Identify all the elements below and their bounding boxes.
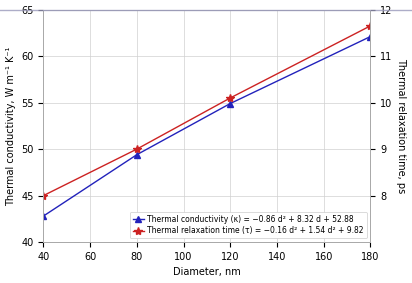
Thermal relaxation time (τ) = −0.16 d² + 1.54 d² + 9.82: [228, 96, 233, 100]
Y-axis label: Thermal conductivity, W m⁻¹ K⁻¹: Thermal conductivity, W m⁻¹ K⁻¹: [5, 46, 16, 205]
Thermal conductivity (κ) = −0.86 d² + 8.32 d + 52.88: [368, 35, 373, 38]
Thermal relaxation time (τ) = −0.16 d² + 1.54 d² + 9.82: [368, 24, 373, 27]
Thermal conductivity (κ) = −0.86 d² + 8.32 d + 52.88: [41, 215, 46, 218]
Thermal conductivity (κ) = −0.86 d² + 8.32 d + 52.88: [134, 153, 139, 156]
Line: Thermal conductivity (κ) = −0.86 d² + 8.32 d + 52.88: Thermal conductivity (κ) = −0.86 d² + 8.…: [40, 34, 373, 219]
X-axis label: Diameter, nm: Diameter, nm: [173, 267, 241, 277]
Legend: Thermal conductivity (κ) = −0.86 d² + 8.32 d + 52.88, Thermal relaxation time (τ: Thermal conductivity (κ) = −0.86 d² + 8.…: [129, 212, 367, 238]
Y-axis label: Thermal relaxation time, ps: Thermal relaxation time, ps: [396, 58, 407, 194]
Thermal conductivity (κ) = −0.86 d² + 8.32 d + 52.88: [228, 102, 233, 105]
Line: Thermal relaxation time (τ) = −0.16 d² + 1.54 d² + 9.82: Thermal relaxation time (τ) = −0.16 d² +…: [39, 22, 375, 200]
Thermal relaxation time (τ) = −0.16 d² + 1.54 d² + 9.82: [134, 147, 139, 151]
Thermal relaxation time (τ) = −0.16 d² + 1.54 d² + 9.82: [41, 194, 46, 197]
